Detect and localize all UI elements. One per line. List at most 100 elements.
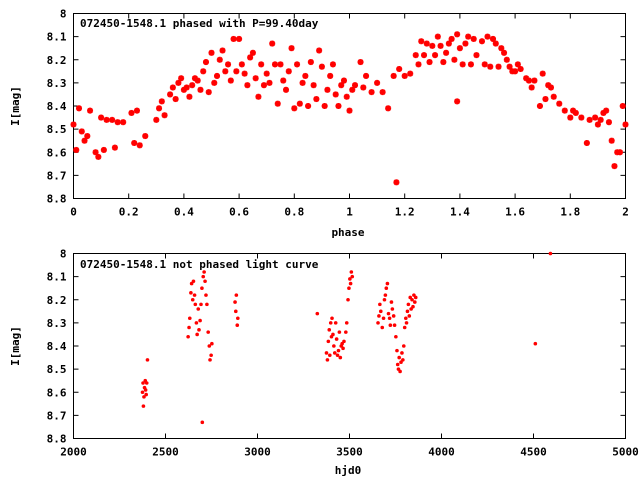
data-point-stroke: [120, 119, 127, 126]
data-point: [230, 35, 237, 42]
data-point: [484, 33, 491, 40]
data-point-stroke: [203, 59, 209, 65]
data-point: [280, 77, 287, 84]
data-point-stroke: [343, 93, 350, 100]
data-point: [193, 302, 198, 307]
data-point: [207, 344, 212, 348]
data-point: [586, 116, 593, 123]
data-point: [608, 137, 615, 144]
data-point-stroke: [550, 93, 557, 100]
data-point: [236, 316, 240, 321]
data-point-stroke: [597, 116, 604, 123]
y-tick-label: 8.4: [47, 100, 67, 113]
data-point: [335, 103, 342, 109]
data-point: [294, 61, 301, 68]
data-point-stroke: [208, 49, 215, 56]
data-point: [389, 300, 394, 304]
data-point-stroke: [87, 107, 93, 114]
data-point: [327, 328, 332, 332]
data-point-stroke: [280, 77, 287, 84]
data-point: [200, 68, 207, 75]
data-point-stroke: [583, 140, 590, 146]
data-point: [332, 344, 336, 348]
data-point-stroke: [294, 61, 300, 68]
data-point: [206, 330, 210, 334]
data-point: [141, 381, 145, 385]
data-point: [241, 70, 248, 77]
data-point: [305, 103, 312, 109]
data-point-stroke: [95, 153, 102, 160]
y-tick-labels: 8 8.1 8.2 8.3 8.4 8.5 8.6 8.7 8.8: [47, 8, 67, 206]
data-point: [583, 140, 590, 146]
data-point-stroke: [183, 84, 190, 91]
data-point: [190, 297, 195, 302]
data-point: [394, 334, 398, 339]
data-point: [167, 91, 174, 98]
data-point: [352, 82, 359, 89]
data-point: [202, 270, 206, 274]
data-point: [87, 107, 94, 114]
data-point-stroke: [310, 82, 317, 89]
data-point: [380, 325, 385, 330]
data-point-stroke: [244, 82, 251, 89]
data-point: [219, 47, 226, 54]
x-tick-label: 4000: [428, 446, 455, 459]
data-point-stroke: [211, 79, 218, 86]
data-point: [328, 321, 333, 325]
data-point-stroke: [335, 103, 342, 109]
data-point-stroke: [249, 49, 256, 56]
data-point: [324, 351, 329, 355]
data-point: [360, 84, 367, 91]
data-point: [400, 351, 404, 355]
data-point-stroke: [197, 86, 204, 93]
data-point: [349, 270, 354, 274]
data-point: [594, 121, 601, 128]
data-point: [192, 293, 197, 297]
data-point-stroke: [272, 61, 278, 68]
data-point: [260, 82, 267, 89]
data-point: [346, 297, 350, 302]
data-point-stroke: [227, 77, 234, 84]
data-point-stroke: [156, 105, 162, 112]
x-tick-label: 0.4: [174, 206, 194, 219]
data-point: [70, 121, 77, 128]
data-point: [376, 321, 380, 325]
data-point: [274, 100, 281, 107]
data-point-stroke: [448, 36, 455, 42]
x-axis-label: hjd0: [335, 464, 362, 477]
data-point: [467, 61, 474, 68]
data-point-stroke: [432, 52, 438, 59]
data-point-stroke: [561, 107, 568, 114]
data-point: [205, 89, 212, 96]
x-tick-label: 0.6: [229, 206, 249, 219]
data-point-stroke: [186, 93, 193, 100]
data-point: [337, 330, 342, 334]
data-point: [332, 351, 337, 355]
data-point: [390, 72, 397, 79]
data-point: [144, 381, 149, 385]
data-point-stroke: [111, 144, 118, 151]
data-point: [426, 59, 433, 66]
data-point: [247, 54, 254, 61]
data-point: [316, 47, 323, 54]
data-point: [244, 82, 251, 89]
data-point: [338, 355, 343, 360]
data-point: [225, 61, 232, 68]
data-point: [437, 42, 444, 49]
data-point-stroke: [537, 103, 543, 109]
data-point-stroke: [622, 121, 629, 128]
data-point: [572, 109, 579, 116]
data-point: [336, 348, 341, 353]
data-point: [169, 84, 176, 91]
data-point: [214, 72, 221, 79]
data-point: [158, 98, 165, 105]
y-tick-label: 8.3: [47, 77, 67, 90]
data-point: [377, 314, 381, 318]
data-point: [291, 105, 298, 112]
y-tick-labels: 8 8.1 8.2 8.3 8.4 8.5 8.6 8.7 8.8: [47, 248, 67, 446]
data-point-stroke: [462, 40, 469, 47]
data-point-stroke: [81, 137, 88, 144]
data-point-stroke: [269, 40, 276, 47]
data-point-stroke: [318, 63, 325, 70]
data-point: [195, 332, 199, 337]
